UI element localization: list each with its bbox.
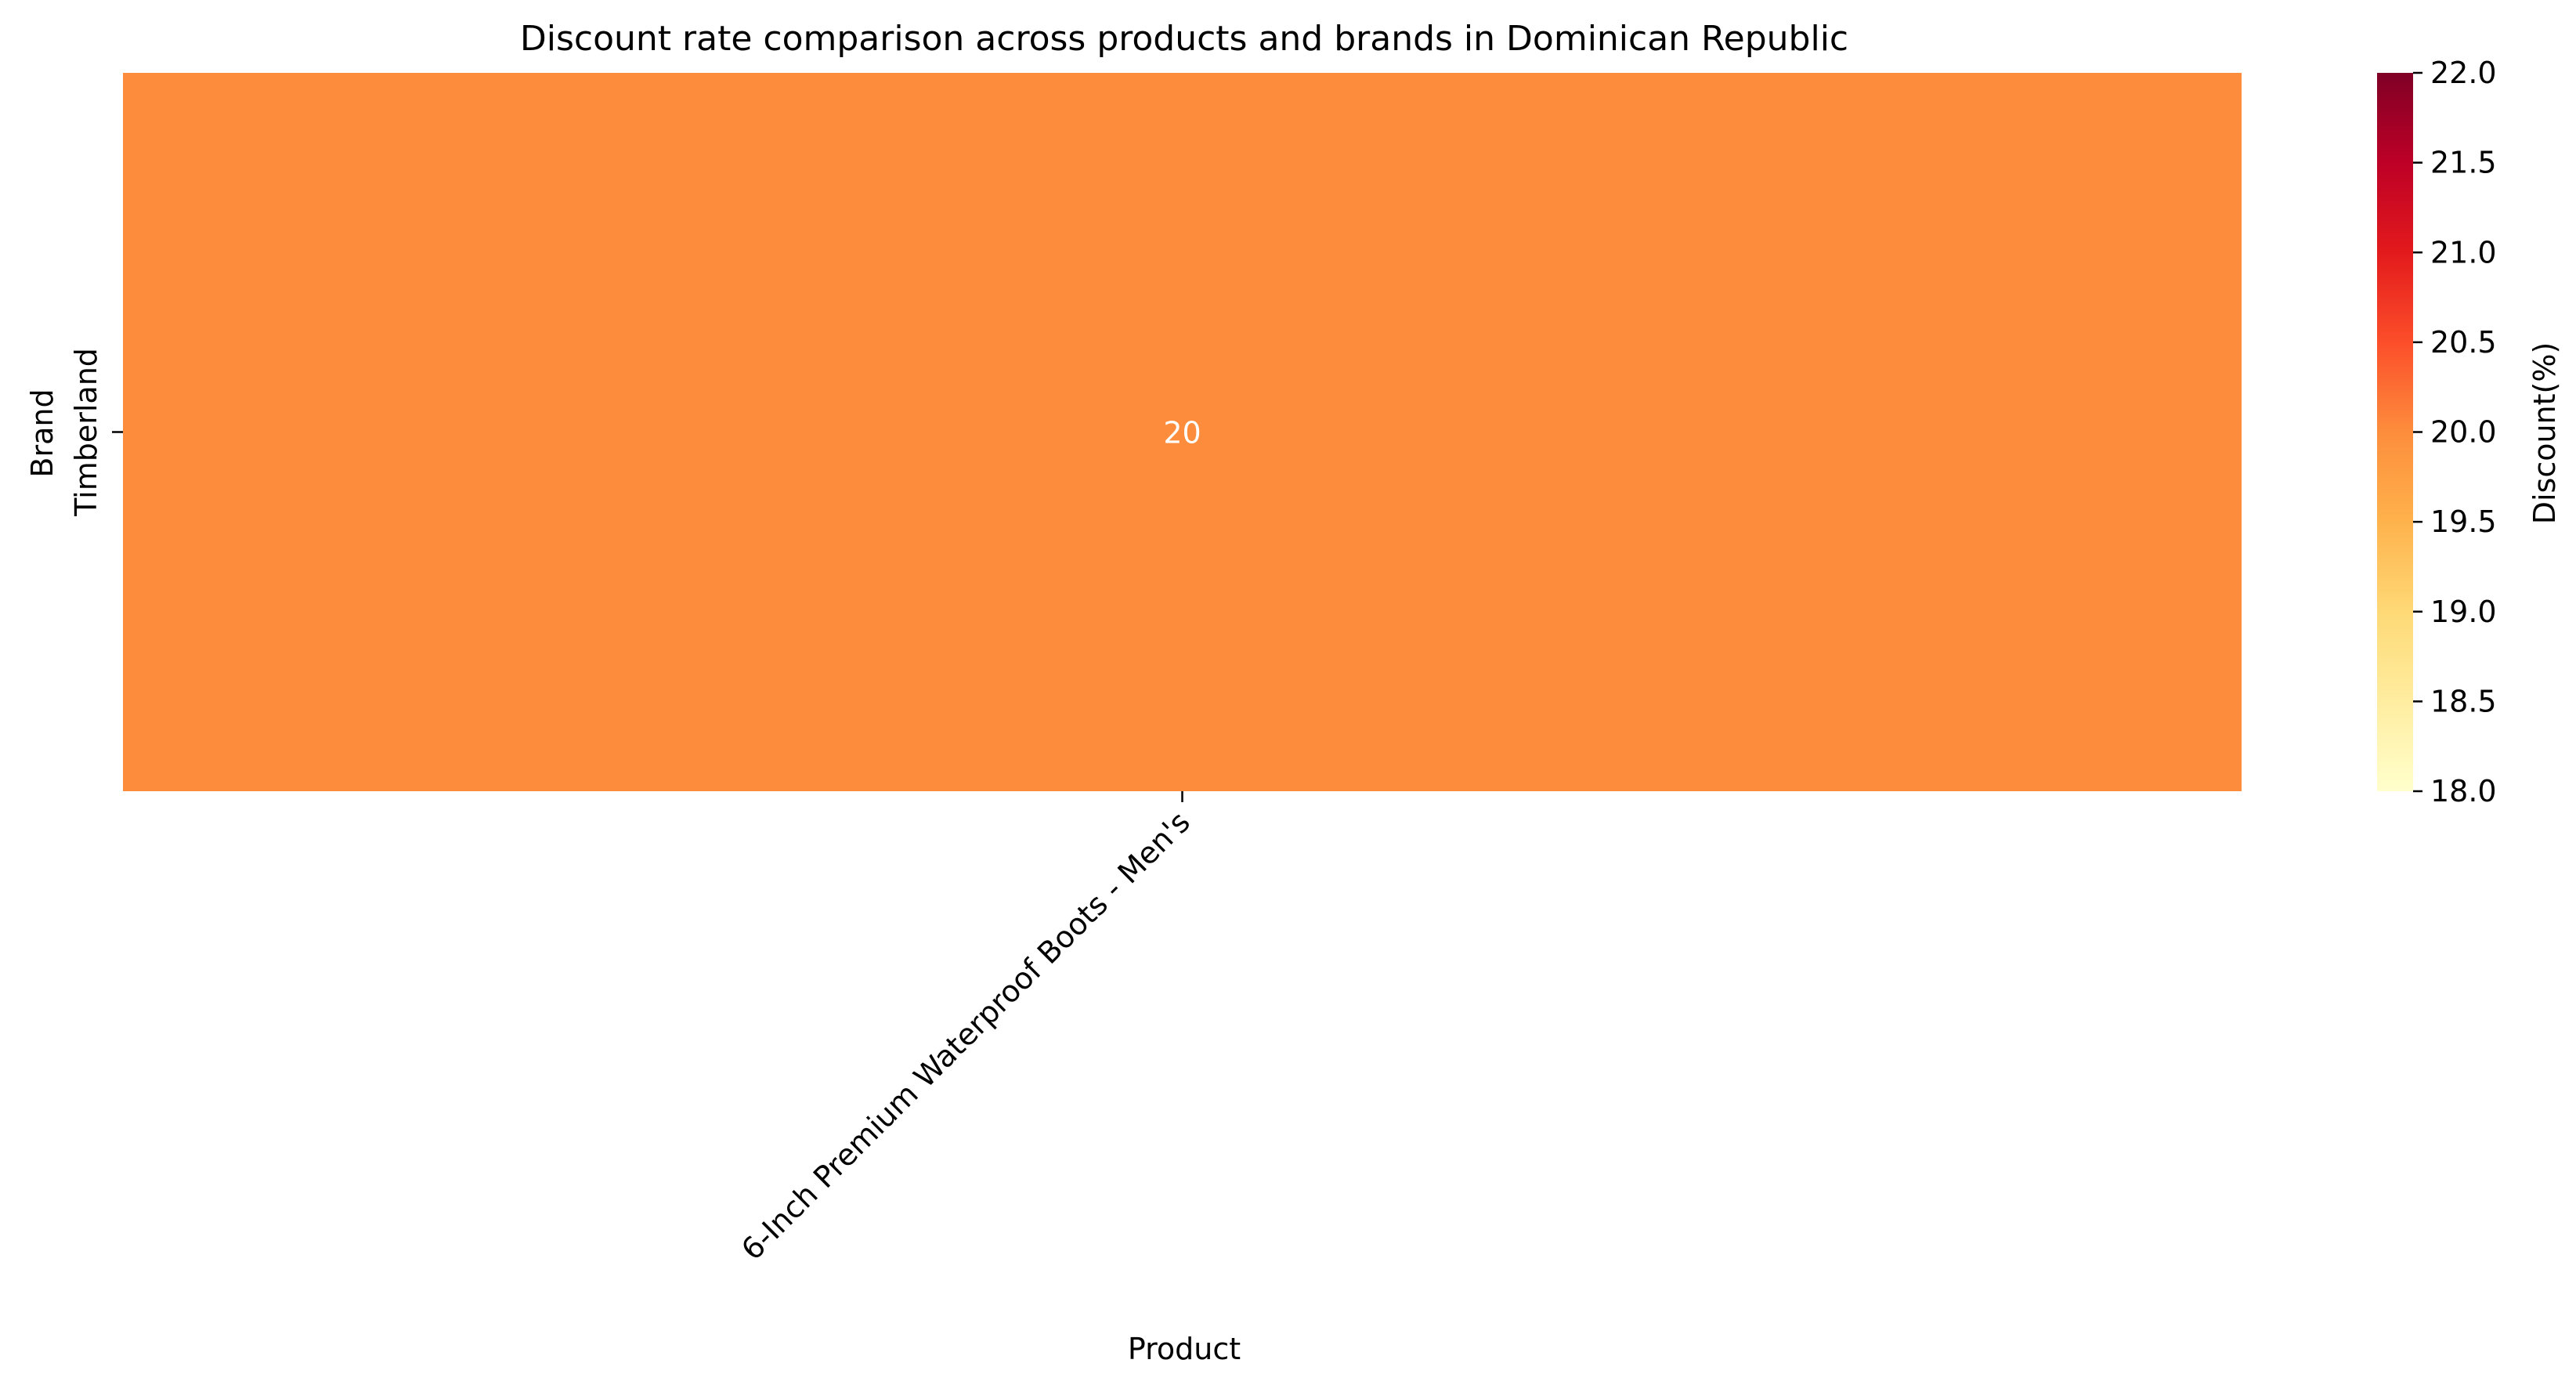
colorbar-label: Discount(%) <box>2527 342 2562 525</box>
chart-title: Discount rate comparison across products… <box>520 19 1848 59</box>
cell-label: 20 <box>1163 416 1201 450</box>
colorbar-tick-label: 19.0 <box>2430 595 2497 629</box>
colorbar-tick-label: 22.0 <box>2430 56 2497 90</box>
x-tick-label: 6-Inch Premium Waterproof Boots - Men's <box>735 805 1197 1267</box>
colorbar-tick-label: 20.5 <box>2430 325 2497 360</box>
colorbar-tick-label: 18.5 <box>2430 684 2497 718</box>
y-tick-label: Timberland <box>69 348 103 517</box>
colorbar-tick-label: 18.0 <box>2430 774 2497 808</box>
colorbar: 18.0 18.5 19.0 19.5 20.0 20.5 21.0 21.5 22.0 Dis… <box>2377 56 2562 808</box>
heatmap-cells: 20 <box>123 73 2242 791</box>
heatmap-cell <box>123 73 2242 791</box>
x-axis: 6-Inch Premium Waterproof Boots - Men's <box>735 791 1197 1267</box>
colorbar-tick-label: 20.0 <box>2430 415 2497 450</box>
colorbar-tick-label: 21.0 <box>2430 235 2497 269</box>
colorbar-gradient <box>2377 73 2413 791</box>
y-axis-label: Brand <box>25 389 60 477</box>
colorbar-tick-label: 21.5 <box>2430 146 2497 180</box>
colorbar-tick-label: 19.5 <box>2430 504 2497 539</box>
y-axis: Timberland <box>69 348 123 517</box>
colorbar-ticks: 18.0 18.5 19.0 19.5 20.0 20.5 21.0 21.5 22.0 <box>2413 56 2497 808</box>
x-axis-label: Product <box>1128 1332 1241 1366</box>
